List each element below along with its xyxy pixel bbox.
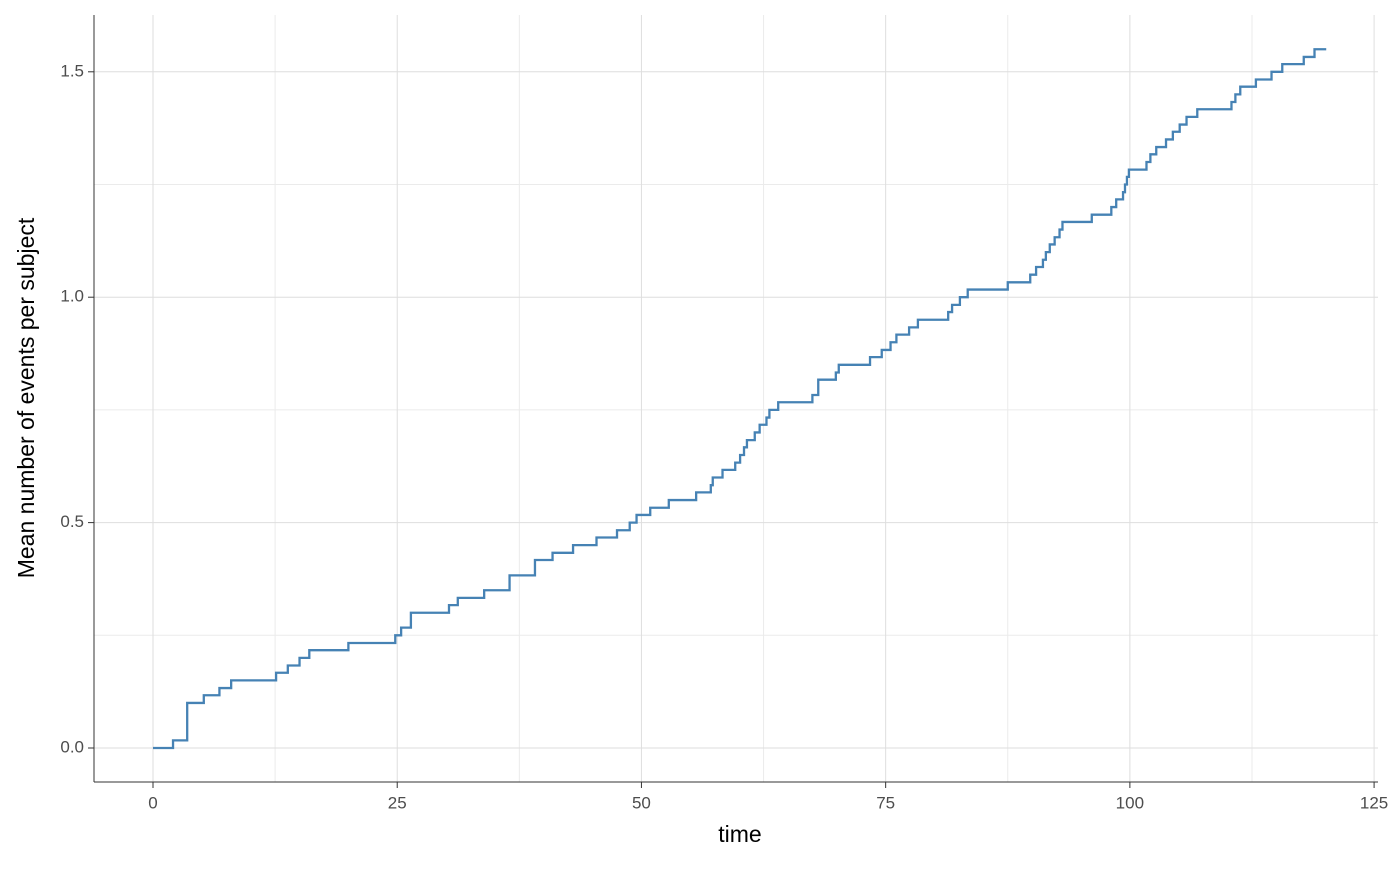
y-tick-label: 1.0	[60, 287, 84, 306]
y-tick-label: 0.0	[60, 737, 84, 756]
x-tick-label: 25	[388, 793, 407, 812]
x-tick-label: 75	[876, 793, 895, 812]
x-tick-label: 50	[632, 793, 651, 812]
y-axis-title: Mean number of events per subject	[13, 217, 39, 578]
x-tick-label: 100	[1116, 793, 1144, 812]
step-line	[153, 48, 1327, 750]
x-axis-title: time	[718, 821, 761, 847]
x-tick-label: 125	[1360, 793, 1388, 812]
y-tick-label: 1.5	[60, 61, 84, 80]
y-tick-label: 0.5	[60, 512, 84, 531]
x-tick-label: 0	[148, 793, 157, 812]
